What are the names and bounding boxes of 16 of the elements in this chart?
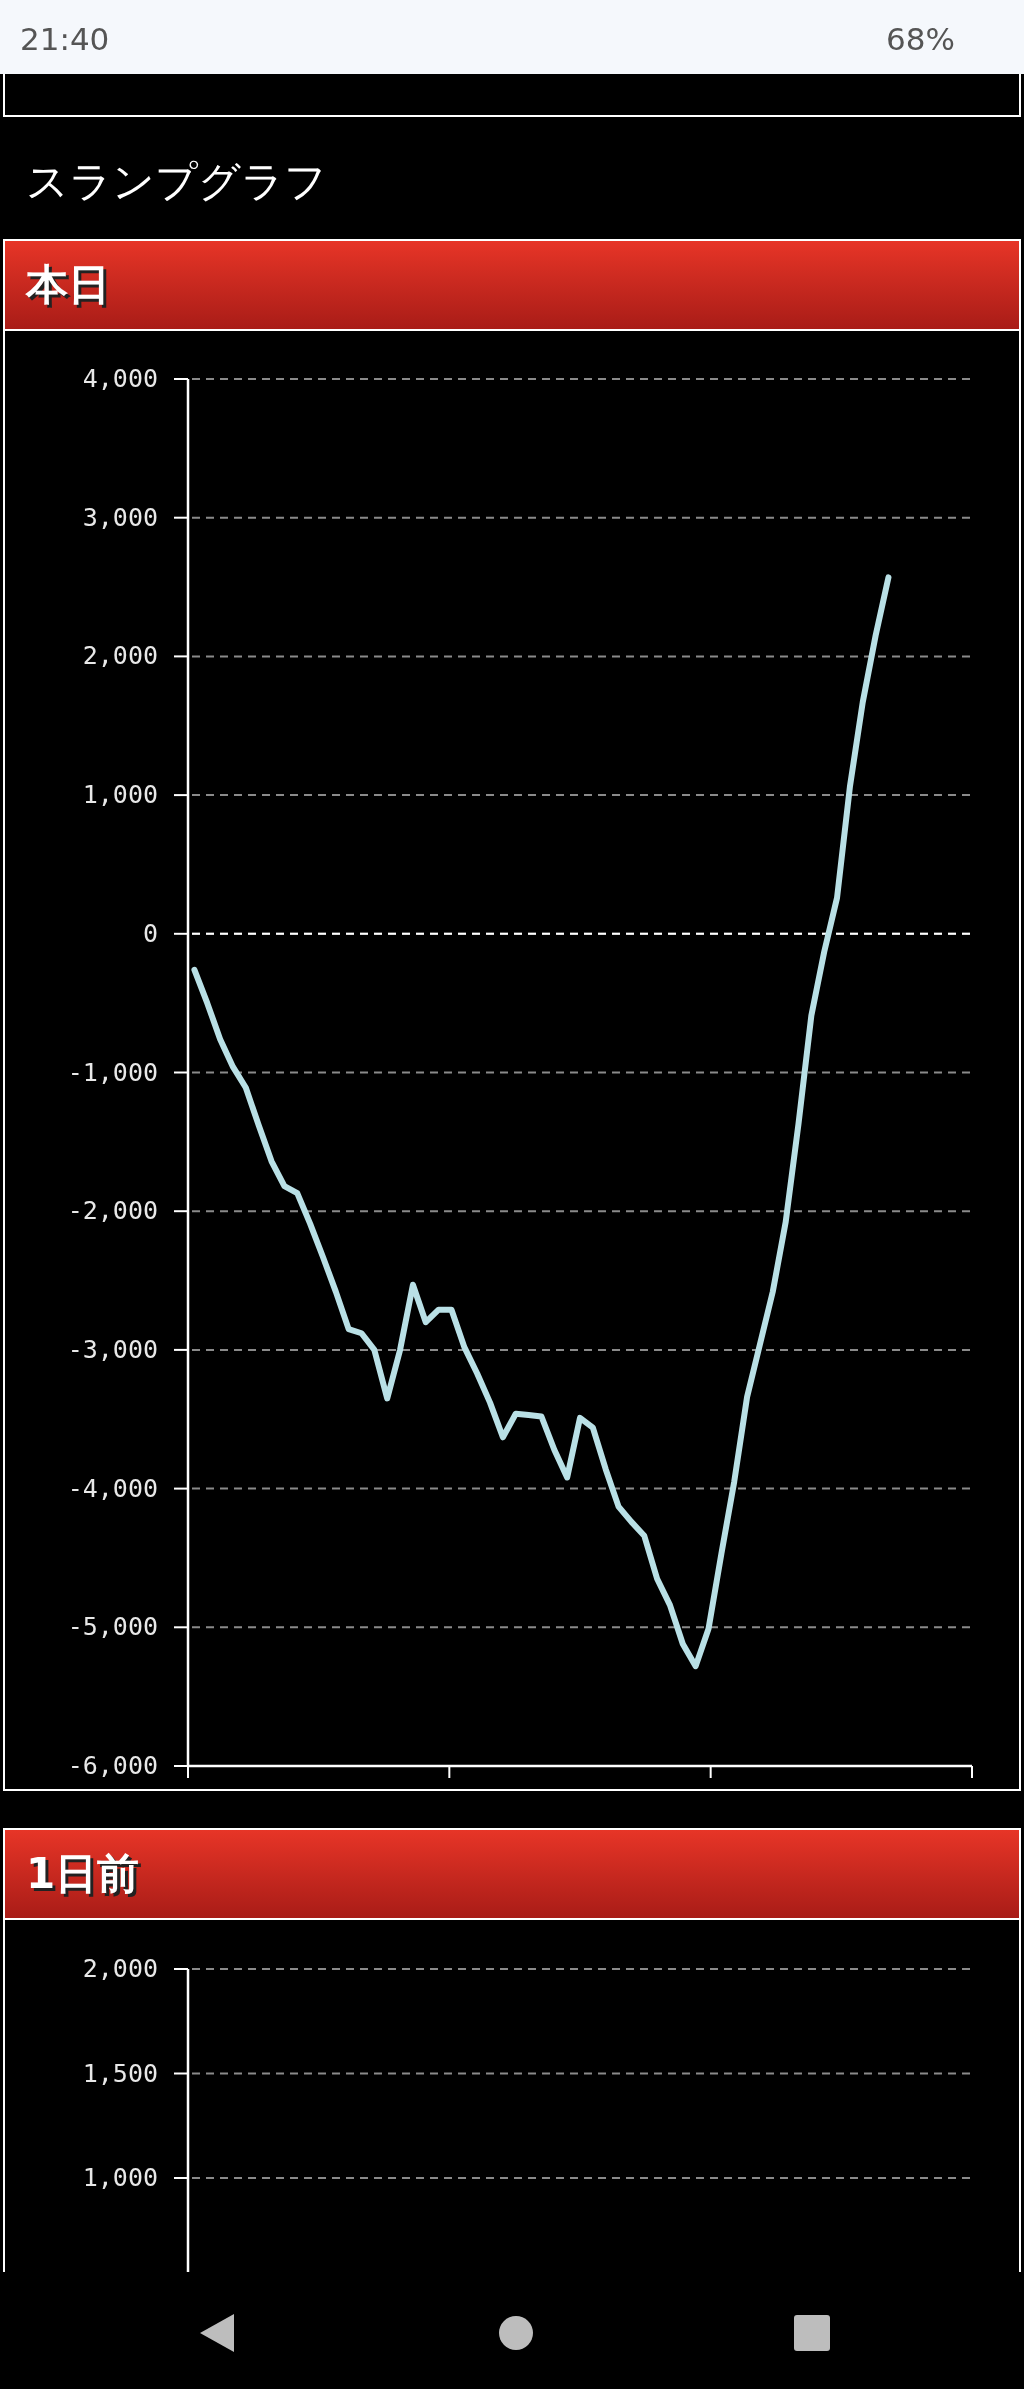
y-tick-label: -5,000 [67,1612,158,1642]
text: 1,500 [82,2058,158,2088]
text: 68% [886,21,955,57]
y-tick-label: -2,000 [67,1196,158,1226]
y-tick-label: 2,000 [82,641,158,671]
y-tick-label: -3,000 [67,1334,158,1364]
text: スランプグラフ [26,157,327,206]
y-tick-label: -1,000 [67,1057,158,1087]
y-tick-label: -6,000 [67,1751,158,1780]
text: 1日前 [29,1852,143,1901]
y-tick-label: -4,000 [67,1473,158,1503]
y-tick-label: 3,000 [82,502,158,532]
y-tick-label: 0 [142,918,158,948]
y-tick-label: 4,000 [82,364,158,393]
y-tick-label: 1,000 [82,780,158,810]
text: 21:40 [20,21,110,57]
